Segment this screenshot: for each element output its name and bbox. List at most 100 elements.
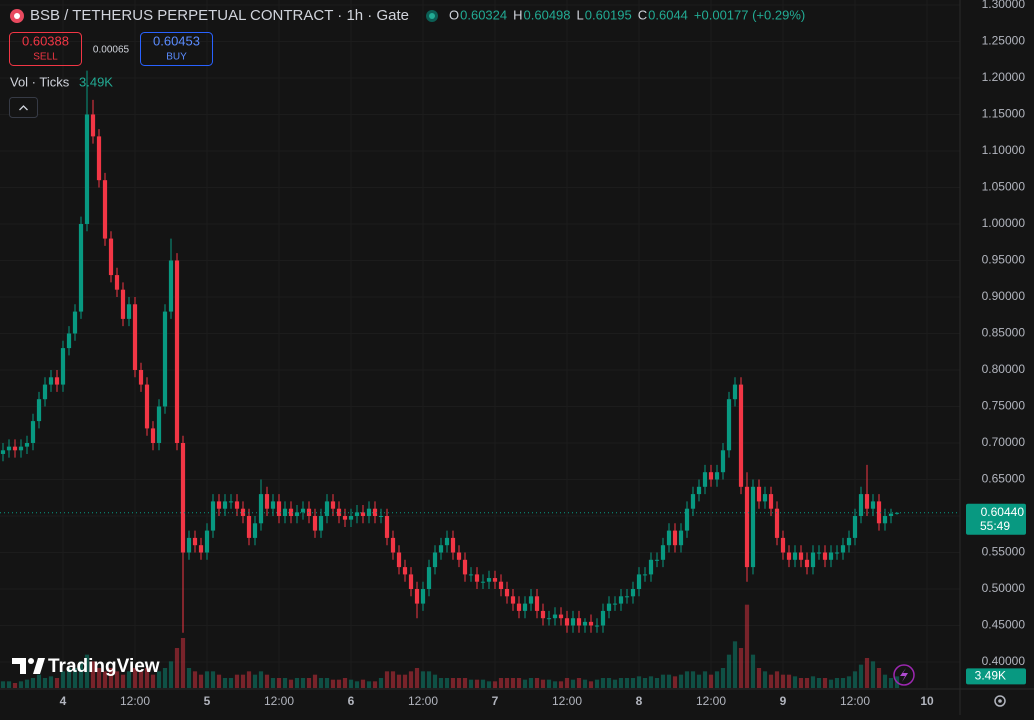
volume-bar [684,671,690,688]
volume-bar [318,678,324,688]
volume-bar [690,671,696,688]
volume-bar [138,671,144,688]
candle-body [174,260,180,443]
candle-body [324,501,330,516]
status-dot [429,13,435,19]
candle-body [798,552,804,560]
volume-bar [702,671,708,688]
volume-title: Vol · Ticks [10,74,70,89]
candle-body [0,450,6,454]
candle-body [870,501,876,509]
volume-bar [228,678,234,688]
candle-body [582,621,588,626]
candle-body [660,545,666,560]
candle-body [198,545,204,553]
volume-bar [600,678,606,688]
volume-bar [618,678,624,688]
candle-body [828,552,834,560]
candle-body [882,516,888,524]
volume-bar [552,681,558,688]
ohlc-value: 0.60498 [524,7,571,22]
volume-bar [852,671,858,688]
candle-body [360,512,366,516]
candle-body [258,494,264,524]
volume-bar [396,674,402,688]
spread: 0.00065 [93,45,130,56]
volume-bar [492,681,498,688]
volume-bar [204,671,210,688]
volume-bar [132,668,138,688]
candle-body [210,501,216,531]
volume-bar [750,654,756,688]
sell-button[interactable] [9,32,82,66]
volume-bar [630,678,636,688]
volume-bar [288,679,294,688]
volume-bar [816,678,822,688]
volume-bar [498,678,504,688]
volume-bar [222,678,228,688]
candle-body [426,567,432,590]
candle-body [378,516,384,517]
volume-bar [216,674,222,688]
volume-bar [864,658,870,688]
y-tick-label: 0.75000 [982,399,1026,413]
candle-body [294,512,300,516]
volume-bar [42,678,48,688]
volume-bar [576,678,582,688]
candle-body [588,621,594,626]
candle-body [576,618,582,626]
volume-bar [588,681,594,688]
volume-bar [738,648,744,688]
volume-bar [108,668,114,688]
candle-body [852,516,858,538]
candle-body [276,501,282,516]
candle-body [354,512,360,516]
volume-bar [210,671,216,688]
candle-body [138,369,144,385]
candle-body [168,260,174,312]
candle-body [498,581,504,590]
volume-bar [234,674,240,688]
buy-button[interactable] [140,32,213,66]
collapse-button[interactable] [9,97,38,118]
candle-body [738,384,744,487]
candle-body [564,618,570,626]
candle-body [42,384,48,400]
volume-bar [72,668,78,688]
x-tick-label: 7 [492,694,499,708]
candle-body [732,384,738,400]
candle-body [144,384,150,429]
candle-body [534,596,540,611]
candle-body [240,508,246,516]
volume-bar [888,678,894,688]
volume-bar [654,678,660,688]
candle-body [102,180,108,239]
volume-bar [582,679,588,688]
alert-icon[interactable] [893,664,915,686]
candle-body [810,552,816,568]
candle-body [66,333,72,349]
volume-bar [624,678,630,688]
candle-body [162,311,168,407]
settings-icon[interactable] [994,695,1006,707]
grid [0,0,960,688]
candle-body [156,406,162,443]
volume-bar [804,678,810,688]
candle-body [126,304,132,319]
candle-body [846,537,852,546]
candle-body [762,494,768,502]
x-tick-label: 12:00 [264,694,294,708]
volume-bar [420,671,426,688]
volume-bar [828,679,834,688]
candle-body [726,399,732,451]
ohlc-value: 0.60324 [460,7,507,22]
candle-body [516,603,522,611]
volume-bar [696,674,702,688]
candle-body [6,446,12,451]
last-price-label: 0.60440 [981,505,1025,519]
candle-body [450,537,456,553]
candle-body [474,574,480,582]
chart-title[interactable]: BSB / TETHERUS PERPETUAL CONTRACT · 1h ·… [30,7,409,24]
